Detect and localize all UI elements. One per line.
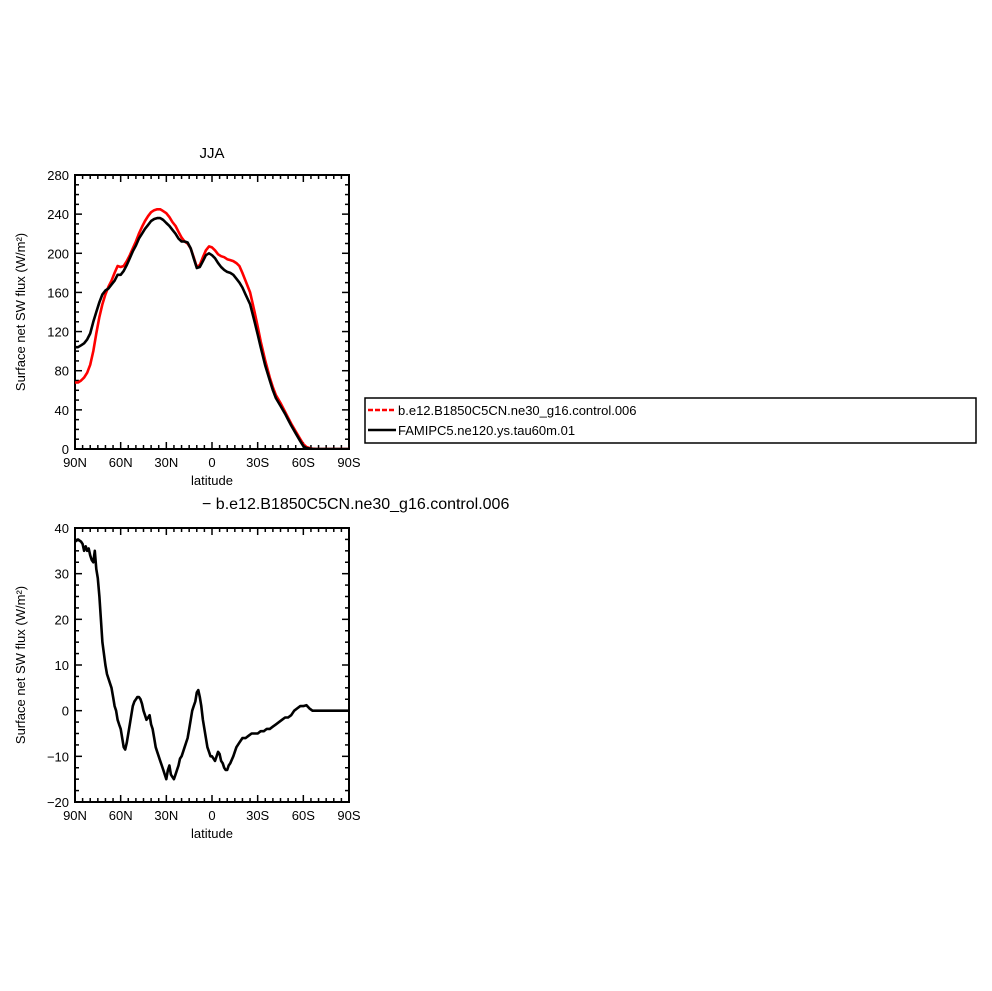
title-prefix: −: [202, 496, 211, 513]
series-line-1: [75, 208, 349, 449]
y-tick-label: 120: [47, 325, 69, 340]
x-tick-label: 0: [208, 455, 215, 470]
y-tick-label: 280: [47, 168, 69, 183]
panel-1: 90N 60N 30N 0 30S 60S 90S 0 40 80 120 160 200 240 280 l…: [13, 145, 977, 488]
legend-label: FAMIPC5.ne120.ys.tau60m.01: [398, 423, 575, 438]
x-tick-label: 30S: [246, 808, 269, 823]
y-tick-label: 0: [62, 442, 69, 457]
x-tick-label: 60S: [292, 455, 315, 470]
plot-frame: [74, 527, 350, 803]
y-tick-label: 160: [47, 285, 69, 300]
x-tick-label: 60N: [109, 455, 133, 470]
y-tick-label: 240: [47, 207, 69, 222]
y-tick-label: −10: [47, 749, 69, 764]
y-tick-label: 40: [55, 521, 69, 536]
x-tick-label: 30N: [154, 455, 178, 470]
y-tick-label: 80: [55, 364, 69, 379]
x-axis-title: latitude: [191, 473, 233, 488]
x-tick-label: 90S: [337, 808, 360, 823]
x-tick-label: 90N: [63, 455, 87, 470]
chart-title: − b.e12.B1850C5CN.ne30_g16.control.006: [202, 496, 509, 513]
legend-box: [364, 397, 977, 444]
x-tick-label: 0: [208, 808, 215, 823]
y-tick-label: 0: [62, 704, 69, 719]
legend: b.e12.B1850C5CN.ne30_g16.control.006 FAMI…: [364, 397, 977, 444]
y-tick-label: 30: [55, 567, 69, 582]
plot-frame: [74, 174, 350, 450]
y-tick-label: −20: [47, 795, 69, 810]
series-line-1: [75, 538, 349, 781]
chart-title: JJA: [199, 145, 224, 162]
x-axis-title: latitude: [191, 826, 233, 841]
y-axis-title: Surface net SW flux (W/m²): [13, 586, 28, 744]
series-line-2: [75, 216, 349, 449]
x-tick-label: 30S: [246, 455, 269, 470]
y-tick-label: 10: [55, 658, 69, 673]
y-tick-label: 20: [55, 612, 69, 627]
x-tick-label: 90N: [63, 808, 87, 823]
y-tick-label: 200: [47, 246, 69, 261]
x-tick-label: 60S: [292, 808, 315, 823]
x-tick-label: 90S: [337, 455, 360, 470]
x-tick-label: 30N: [154, 808, 178, 823]
y-tick-label: 40: [55, 403, 69, 418]
panel-2: 90N 60N 30N 0 30S 60S 90S −20 −10 0 10 20 30 40 latitu…: [13, 496, 509, 841]
legend-label: b.e12.B1850C5CN.ne30_g16.control.006: [398, 403, 637, 418]
y-axis-title: Surface net SW flux (W/m²): [13, 233, 28, 391]
title-text: b.e12.B1850C5CN.ne30_g16.control.006: [216, 496, 510, 513]
x-tick-label: 60N: [109, 808, 133, 823]
